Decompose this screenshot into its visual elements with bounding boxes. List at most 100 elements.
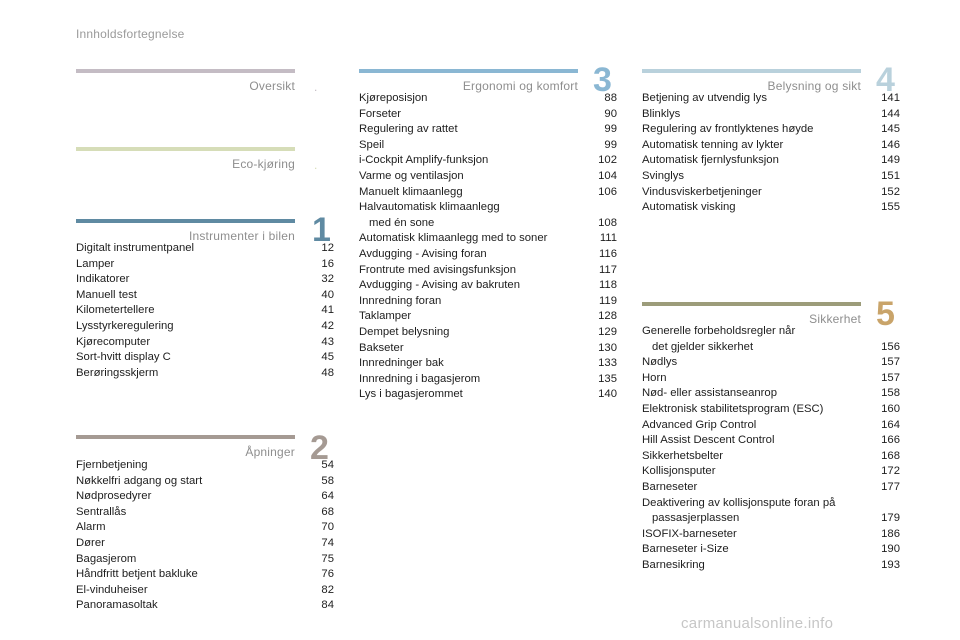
toc-entry-label: Panoramasoltak: [76, 598, 302, 614]
toc-entry[interactable]: Sikkerhetsbelter 168: [642, 449, 900, 465]
toc-entry-page: 135: [598, 372, 617, 385]
toc-entry-label-line: Svinglys: [642, 169, 685, 182]
toc-entry[interactable]: Lys i bagasjerommet 140: [359, 387, 617, 403]
toc-entry[interactable]: Regulering av frontlyktenes høyde 145: [642, 122, 900, 138]
toc-entry-page: 40: [321, 288, 334, 301]
toc-entry[interactable]: Manuell test 40: [76, 288, 334, 304]
toc-entry[interactable]: Speil 99: [359, 138, 617, 154]
toc-entry[interactable]: Lysstyrkeregulering 42: [76, 319, 334, 335]
toc-entry-label-line: Kjøreposisjon: [359, 92, 428, 104]
toc-entry[interactable]: Elektronisk stabilitetsprogram (ESC) 160: [642, 402, 900, 418]
toc-entry-page: 152: [881, 185, 900, 198]
toc-entry-page: 82: [321, 583, 334, 596]
section-bar: [642, 302, 861, 306]
toc-entry-page: 177: [881, 480, 900, 493]
toc-entry-page: 76: [321, 568, 334, 581]
toc-entry[interactable]: Fjernbetjening 54: [76, 458, 334, 474]
toc-entry-label: Dører: [76, 536, 302, 552]
toc-entry-label: Horn: [642, 371, 868, 387]
toc-entry[interactable]: Svinglys 151: [642, 169, 900, 185]
toc-entry[interactable]: Barnesikring 193: [642, 558, 900, 574]
toc-entry-label: Betjening av utvendig lys: [642, 91, 868, 107]
toc-entry[interactable]: Automatisk tenning av lykter 146: [642, 138, 900, 154]
toc-entry-page: 146: [881, 138, 900, 151]
toc-entry-page: 158: [881, 387, 900, 400]
toc-entry[interactable]: Indikatorer 32: [76, 272, 334, 288]
toc-entry-label-line: Barneseter i-Size: [642, 543, 729, 556]
toc-entry-label: Fjernbetjening: [76, 458, 302, 474]
toc-entry-label: Kjøreposisjon: [359, 91, 585, 107]
toc-entry-page: 119: [598, 294, 617, 307]
toc-entry[interactable]: Nød- eller assistanseanrop 158: [642, 386, 900, 402]
toc-entry-label: Barneseter i-Size: [642, 542, 868, 558]
section-bar: [642, 69, 861, 73]
toc-entry[interactable]: Bagasjerom 75: [76, 552, 334, 568]
toc-entry[interactable]: Kjørecomputer 43: [76, 335, 334, 351]
toc-entry[interactable]: El-vinduheiser 82: [76, 583, 334, 599]
toc-entry[interactable]: Kjøreposisjon 88: [359, 91, 617, 107]
toc-entry-label: ISOFIX-barneseter: [642, 527, 868, 543]
toc-entry[interactable]: Innredninger bak 133: [359, 356, 617, 372]
toc-entry-label-line: Barnesikring: [642, 558, 705, 571]
toc-entry-page: 157: [881, 356, 900, 369]
toc-entry[interactable]: Halvautomatisk klimaanlegg med én sone 108: [359, 200, 617, 231]
toc-entry[interactable]: Automatisk klimaanlegg med to soner 111: [359, 231, 617, 247]
toc-entry[interactable]: Automatisk visking 155: [642, 200, 900, 216]
toc-entry-label: Nødlys: [642, 355, 868, 371]
toc-entry[interactable]: Horn 157: [642, 371, 900, 387]
toc-entry-label-line: Innredning i bagasjerom: [359, 372, 481, 385]
toc-entry[interactable]: Innredning foran 119: [359, 294, 617, 310]
toc-entry[interactable]: Manuelt klimaanlegg 106: [359, 185, 617, 201]
section-number: 3: [593, 61, 612, 99]
toc-entry[interactable]: Sentrallås 68: [76, 505, 334, 521]
toc-entry[interactable]: Avdugging - Avising foran 116: [359, 247, 617, 263]
toc-entry[interactable]: Kilometertellere 41: [76, 303, 334, 319]
toc-entry-page: 193: [881, 558, 900, 571]
toc-entry[interactable]: Berøringsskjerm 48: [76, 366, 334, 382]
toc-entry[interactable]: Vindusviskerbetjeninger 152: [642, 185, 900, 201]
toc-entry-label-line: Berøringsskjerm: [76, 366, 159, 379]
toc-entry[interactable]: Avdugging - Avising av bakruten 118: [359, 278, 617, 294]
toc-entry[interactable]: Forseter 90: [359, 107, 617, 123]
toc-entry[interactable]: Sort-hvitt display C 45: [76, 350, 334, 366]
toc-entry[interactable]: Håndfritt betjent bakluke 76: [76, 567, 334, 583]
toc-entry[interactable]: Barneseter i-Size 190: [642, 542, 900, 558]
toc-entry[interactable]: ISOFIX-barneseter 186: [642, 527, 900, 543]
section-marker: .: [314, 158, 318, 172]
toc-entry-page: 106: [598, 185, 617, 198]
toc-entry[interactable]: Dører 74: [76, 536, 334, 552]
section-ergonomi: Ergonomi og komfort 3 Kjøreposisjon 88 For…: [359, 63, 617, 409]
toc-entry[interactable]: Nødlys 157: [642, 355, 900, 371]
toc-entry[interactable]: Dempet belysning 129: [359, 325, 617, 341]
toc-entry[interactable]: Kollisjonsputer 172: [642, 464, 900, 480]
toc-entry[interactable]: Innredning i bagasjerom 135: [359, 372, 617, 388]
toc-entry[interactable]: Barneseter 177: [642, 480, 900, 496]
toc-entry-page: 157: [881, 371, 900, 384]
toc-entry[interactable]: Lamper 16: [76, 257, 334, 273]
toc-entry[interactable]: Digitalt instrumentpanel 12: [76, 241, 334, 257]
section-bar: [76, 69, 295, 73]
toc-entry[interactable]: Alarm 70: [76, 520, 334, 536]
toc-entry[interactable]: Generelle forbeholdsregler når det gjelde…: [642, 324, 900, 355]
toc-entry-label-line: Bakseter: [359, 341, 404, 354]
toc-entry[interactable]: i-Cockpit Amplify-funksjon 102: [359, 153, 617, 169]
toc-entry-page: 74: [321, 536, 334, 549]
toc-entry[interactable]: Automatisk fjernlysfunksjon 149: [642, 153, 900, 169]
toc-entry-label: Avdugging - Avising av bakruten: [359, 278, 585, 294]
toc-entry[interactable]: Panoramasoltak 84: [76, 598, 334, 614]
toc-entry[interactable]: Nødprosedyrer 64: [76, 489, 334, 505]
toc-entry[interactable]: Varme og ventilasjon 104: [359, 169, 617, 185]
toc-entry[interactable]: Deaktivering av kollisjonspute foran på p…: [642, 496, 900, 527]
toc-entry[interactable]: Blinklys 144: [642, 107, 900, 123]
toc-entry-label: Advanced Grip Control: [642, 418, 868, 434]
toc-entry[interactable]: Nøkkelfri adgang og start 58: [76, 474, 334, 490]
toc-entry[interactable]: Frontrute med avisingsfunksjon 117: [359, 263, 617, 279]
toc-entry[interactable]: Regulering av rattet 99: [359, 122, 617, 138]
toc-entry-label: Varme og ventilasjon: [359, 169, 585, 185]
toc-entry[interactable]: Hill Assist Descent Control 166: [642, 433, 900, 449]
toc-entry[interactable]: Bakseter 130: [359, 341, 617, 357]
entry-list: Generelle forbeholdsregler når det gjelde…: [642, 324, 900, 574]
toc-entry[interactable]: Betjening av utvendig lys 141: [642, 91, 900, 107]
toc-entry[interactable]: Advanced Grip Control 164: [642, 418, 900, 434]
toc-entry[interactable]: Taklamper 128: [359, 309, 617, 325]
